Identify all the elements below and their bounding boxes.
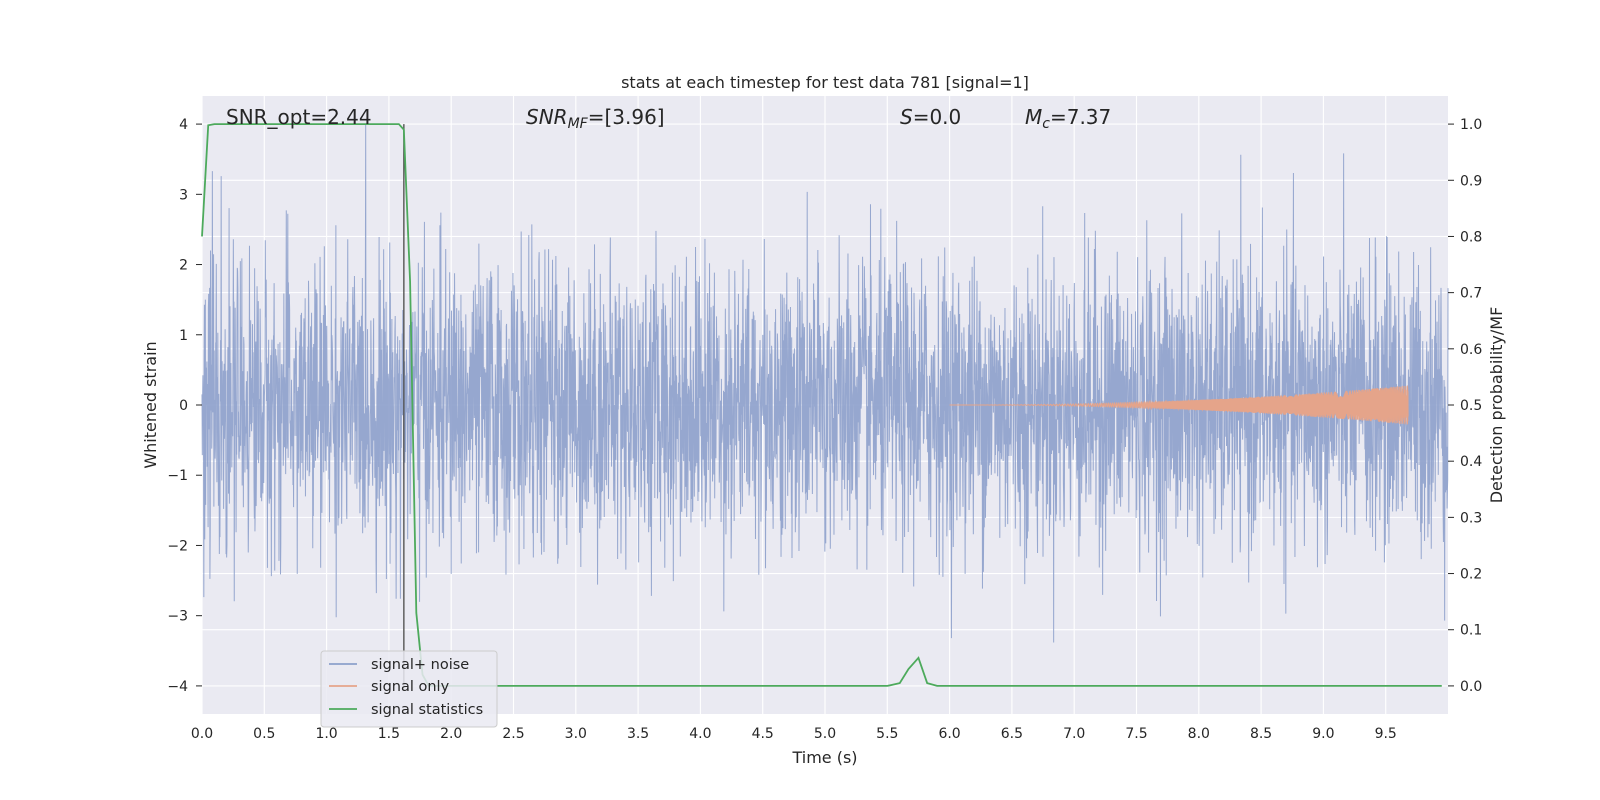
annotation-s-value: =0.0	[913, 105, 962, 129]
y-tick-label: 2	[179, 258, 188, 274]
x-tick-label: 6.5	[1001, 726, 1023, 742]
x-axis-label: Time (s)	[791, 748, 857, 767]
annotation-mc: Mc=7.37	[1025, 105, 1111, 132]
right-y-axis-label: Detection probability/MF	[1487, 307, 1506, 504]
x-tick-label: 1.5	[378, 726, 400, 742]
legend: signal+ noise signal only signal statist…	[320, 650, 498, 728]
x-tick-label: 8.0	[1188, 726, 1210, 742]
right-y-tick-label: 0.6	[1460, 342, 1482, 358]
y-tick-label: −2	[167, 538, 188, 554]
x-tick-label: 9.0	[1312, 726, 1334, 742]
x-tick-label: 6.0	[938, 726, 960, 742]
signal-noise-line	[201, 124, 1449, 643]
annotation-mc-value: =7.37	[1050, 105, 1111, 129]
right-y-tick-label: 0.8	[1460, 229, 1482, 245]
x-tick-label: 2.5	[502, 726, 524, 742]
y-tick-label: −4	[167, 679, 188, 695]
x-tick-label: 4.5	[752, 726, 774, 742]
y-tick-label: −1	[167, 468, 188, 484]
x-tick-label: 8.5	[1250, 726, 1272, 742]
x-tick-label: 1.0	[315, 726, 337, 742]
right-y-tick-label: 0.0	[1460, 679, 1482, 695]
x-tick-label: 5.0	[814, 726, 836, 742]
x-tick-label: 9.5	[1375, 726, 1397, 742]
x-tick-label: 7.5	[1125, 726, 1147, 742]
right-y-tick-label: 1.0	[1460, 117, 1482, 133]
signal-statistics-line	[201, 123, 1442, 687]
y-tick-label: 0	[179, 398, 188, 414]
annotation-snr-mf-subscript: MF	[568, 116, 589, 132]
legend-box	[320, 650, 498, 728]
right-y-tick-label: 0.5	[1460, 398, 1482, 414]
annotation-mc-symbol: M	[1025, 105, 1042, 129]
chart-title: stats at each timestep for test data 781…	[621, 73, 1029, 92]
x-tick-label: 2.0	[440, 726, 462, 742]
x-axis-ticks: 0.0 0.5 1.0 1.5 2.0 2.5 3.0 3.5 4.0 4.5 5.0 5.5 6.0 6…	[191, 726, 1397, 742]
annotation-snr-mf-symbol: SNR	[526, 105, 568, 129]
annotation-s-symbol: S	[900, 105, 913, 129]
right-y-tick-label: 0.1	[1460, 623, 1482, 639]
right-y-tick-label: 0.2	[1460, 567, 1482, 583]
annotation-mc-subscript: c	[1042, 116, 1050, 132]
right-y-tick-label: 0.7	[1460, 286, 1482, 302]
x-tick-label: 4.0	[689, 726, 711, 742]
right-y-axis-ticks: 1.0 0.9 0.8 0.7 0.6 0.5 0.4 0.3 0.2 0.1 0.0	[1448, 117, 1482, 695]
right-y-tick-label: 0.4	[1460, 454, 1482, 470]
right-y-tick-label: 0.9	[1460, 173, 1482, 189]
x-tick-label: 3.5	[627, 726, 649, 742]
legend-label-signal-only: signal only	[371, 679, 450, 695]
x-tick-label: 5.5	[876, 726, 898, 742]
legend-label-signal-noise: signal+ noise	[371, 657, 469, 673]
x-tick-label: 0.5	[253, 726, 275, 742]
y-axis-ticks: 4 3 2 1 0 −1 −2 −3 −4	[167, 117, 202, 695]
x-tick-label: 3.0	[565, 726, 587, 742]
y-tick-label: 4	[179, 117, 188, 133]
annotation-snr-opt: SNR_opt=2.44	[226, 105, 372, 129]
annotation-snr-mf-value: =[3.96]	[588, 105, 665, 129]
series-signal-noise	[201, 124, 1449, 643]
signal-only-line	[949, 385, 1409, 425]
annotation-s: S=0.0	[900, 105, 961, 129]
plot-area	[201, 96, 1449, 714]
x-tick-label: 7.0	[1063, 726, 1085, 742]
legend-label-signal-statistics: signal statistics	[371, 702, 483, 718]
y-tick-label: −3	[167, 609, 188, 625]
right-y-tick-label: 0.3	[1460, 510, 1482, 526]
y-axis-label: Whitened strain	[141, 341, 160, 468]
series-signal-only	[949, 385, 1409, 425]
y-tick-label: 3	[179, 187, 188, 203]
series-signal-statistics	[201, 123, 1442, 687]
x-tick-label: 0.0	[191, 726, 213, 742]
y-tick-label: 1	[179, 328, 188, 344]
annotation-snr-mf: SNRMF=[3.96]	[526, 105, 665, 132]
